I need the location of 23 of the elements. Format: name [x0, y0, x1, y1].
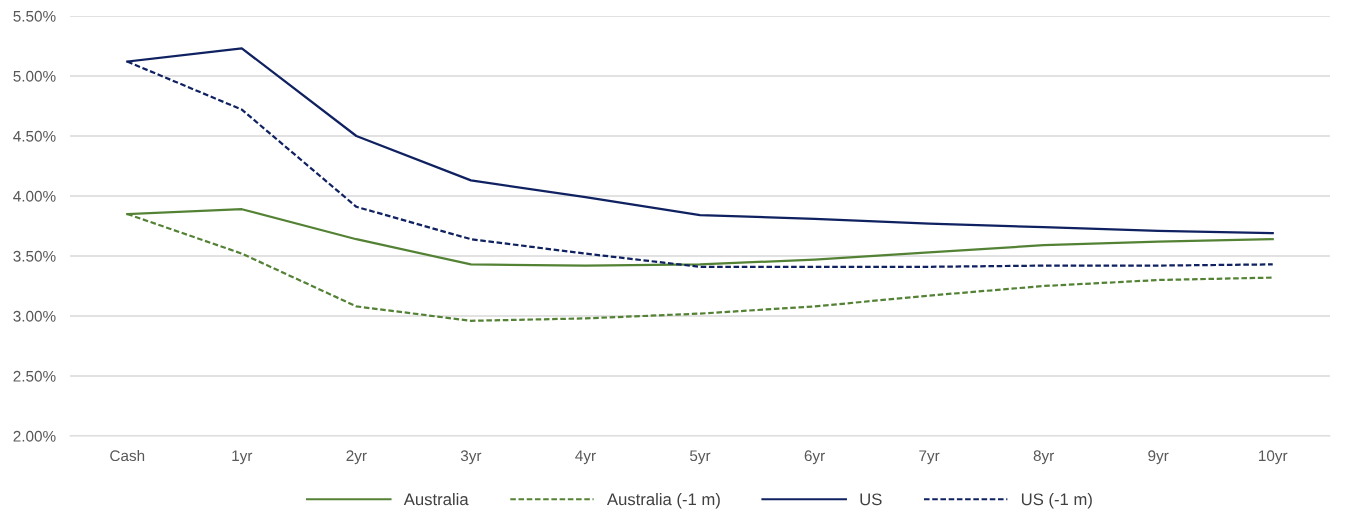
y-tick-label: 2.50% — [13, 370, 56, 382]
y-tick-label: 3.00% — [13, 310, 56, 322]
x-tick-label: 10yr — [1259, 450, 1288, 465]
y-tick-label: 4.50% — [13, 130, 56, 142]
x-tick-label: 4yr — [575, 450, 596, 465]
x-tick-label: Cash — [110, 449, 145, 462]
x-tick-label: 1yr — [232, 450, 253, 465]
x-tick-label: 8yr — [1033, 450, 1054, 465]
y-tick-label: 2.00% — [13, 430, 56, 442]
y-tick-label: 5.00% — [13, 70, 56, 82]
y-tick-label: 5.50% — [13, 10, 56, 22]
legend-label: US (-1 m) — [1021, 493, 1092, 509]
x-tick-label: 2yr — [346, 450, 367, 465]
legend-label: US — [860, 493, 882, 506]
y-tick-label: 4.00% — [13, 190, 56, 202]
legend-label: Australia (-1 m) — [606, 493, 720, 509]
y-tick-label: 3.50% — [13, 250, 56, 262]
x-tick-label: 5yr — [690, 450, 711, 465]
x-tick-label: 9yr — [1148, 450, 1169, 465]
x-tick-label: 3yr — [460, 450, 482, 465]
legend-label: Australia — [403, 493, 469, 506]
x-tick-label: 6yr — [804, 450, 825, 465]
x-tick-label: 7yr — [919, 450, 940, 465]
